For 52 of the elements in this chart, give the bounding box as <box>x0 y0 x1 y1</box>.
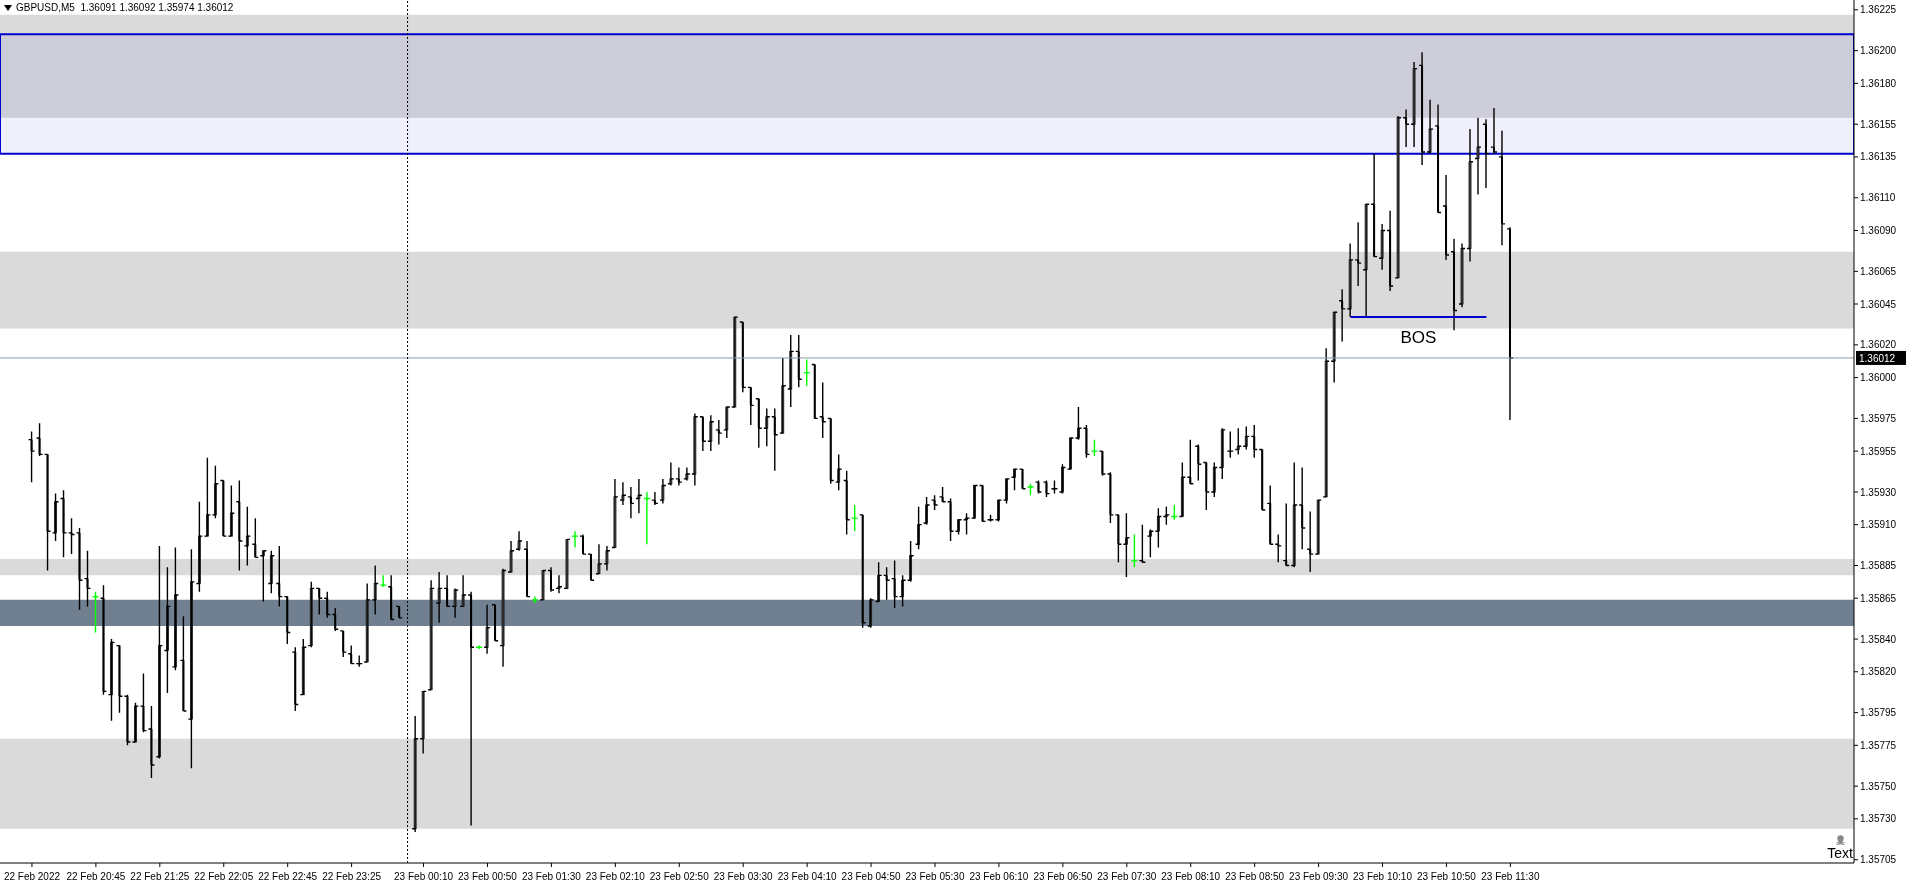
x-tick-label: 23 Feb 10:50 <box>1416 871 1477 882</box>
y-tick-label: 1.36065 <box>1860 265 1897 277</box>
y-tick-label: 1.35795 <box>1860 707 1897 719</box>
x-tick-label: 23 Feb 08:10 <box>1161 871 1221 882</box>
x-tick-label: 23 Feb 06:10 <box>969 871 1029 882</box>
x-tick-label: 23 Feb 02:10 <box>585 871 646 882</box>
y-tick-label: 1.36090 <box>1860 225 1897 237</box>
series-label: BOS <box>1400 328 1437 348</box>
y-tick-label: 1.35820 <box>1860 666 1897 678</box>
y-tick-label: 1.36110 <box>1860 192 1896 204</box>
y-tick-label: 1.35910 <box>1860 519 1897 531</box>
x-tick-label: 23 Feb 06:50 <box>1033 871 1093 882</box>
chart-title: GBPUSD,M5 1.36091 1.36092 1.35974 1.36012 <box>16 2 234 13</box>
x-tick-label: 22 Feb 2022 <box>3 871 61 882</box>
annotation: Text <box>1827 845 1853 861</box>
y-tick-label: 1.36155 <box>1860 118 1897 130</box>
x-tick-label: 23 Feb 10:10 <box>1353 871 1413 882</box>
y-tick-label: 1.35955 <box>1860 445 1897 457</box>
y-tick-label: 1.36020 <box>1860 339 1897 351</box>
y-tick-label: 1.35705 <box>1860 854 1897 866</box>
y-tick-label: 1.36045 <box>1860 298 1897 310</box>
x-tick-label: 23 Feb 07:30 <box>1097 871 1157 882</box>
x-tick-label: 23 Feb 03:30 <box>713 871 774 882</box>
y-tick-label: 1.36200 <box>1860 45 1897 57</box>
x-tick-label: 23 Feb 01:30 <box>521 871 582 882</box>
x-tick-label: 23 Feb 04:10 <box>777 871 838 882</box>
y-tick-label: 1.35750 <box>1860 780 1897 792</box>
x-tick-label: 23 Feb 02:50 <box>649 871 710 882</box>
x-tick-label: 23 Feb 08:50 <box>1225 871 1285 882</box>
x-tick-label: 23 Feb 11:30 <box>1481 871 1540 882</box>
y-tick-label: 1.36135 <box>1860 151 1897 163</box>
y-tick-label: 1.35885 <box>1860 560 1897 572</box>
x-tick-label: 23 Feb 05:30 <box>905 871 965 882</box>
x-tick-label: 22 Feb 23:25 <box>322 871 382 882</box>
ref-line-label: 1.36012 <box>1859 352 1896 364</box>
x-tick-label: 22 Feb 22:45 <box>258 871 318 882</box>
y-tick-label: 1.35975 <box>1860 412 1897 424</box>
x-tick-label: 23 Feb 04:50 <box>841 871 901 882</box>
y-tick-label: 1.35865 <box>1860 592 1897 604</box>
y-tick-label: 1.35840 <box>1860 633 1897 645</box>
y-tick-label: 1.36180 <box>1860 77 1897 89</box>
y-tick-label: 1.35730 <box>1860 813 1897 825</box>
y-tick-label: 1.35775 <box>1860 739 1897 751</box>
x-tick-label: 23 Feb 00:10 <box>394 871 454 882</box>
x-tick-label: 22 Feb 21:25 <box>130 871 190 882</box>
y-tick-label: 1.36000 <box>1860 372 1897 384</box>
x-tick-label: 23 Feb 00:50 <box>458 871 518 882</box>
x-tick-label: 22 Feb 20:45 <box>66 871 126 882</box>
x-tick-label: 22 Feb 22:05 <box>194 871 254 882</box>
y-tick-label: 1.36225 <box>1860 4 1897 16</box>
y-tick-label: 1.35930 <box>1860 486 1897 498</box>
x-tick-label: 23 Feb 09:30 <box>1289 871 1349 882</box>
